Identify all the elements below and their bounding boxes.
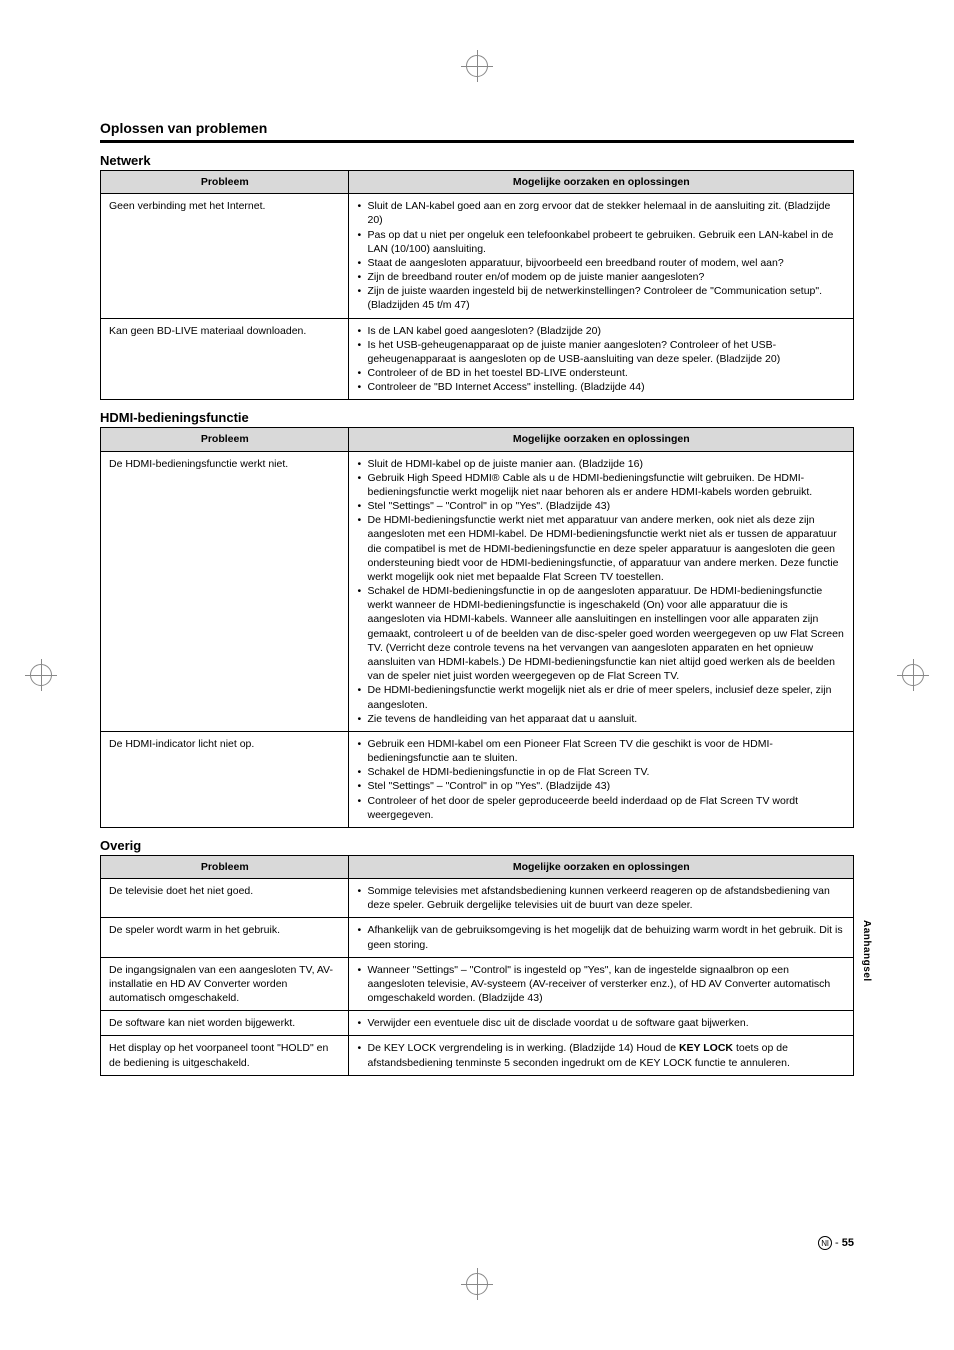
table-row: De speler wordt warm in het gebruik. Afh…	[101, 918, 854, 957]
crop-mark-top	[466, 55, 488, 77]
overig-heading: Overig	[100, 838, 854, 853]
problem-cell: De speler wordt warm in het gebruik.	[101, 918, 349, 957]
page-title: Oplossen van problemen	[100, 120, 854, 136]
solution-cell: Gebruik een HDMI-kabel om een Pioneer Fl…	[349, 731, 854, 827]
solution-cell: Sluit de LAN-kabel goed aan en zorg ervo…	[349, 194, 854, 318]
table-row: Het display op het voorpaneel toont "HOL…	[101, 1036, 854, 1075]
problem-cell: Het display op het voorpaneel toont "HOL…	[101, 1036, 349, 1075]
problem-cell: De ingangsignalen van een aangesloten TV…	[101, 957, 349, 1011]
problem-cell: De HDMI-bedieningsfunctie werkt niet.	[101, 451, 349, 731]
crop-mark-right	[902, 664, 924, 686]
solution-cell: Afhankelijk van de gebruiksomgeving is h…	[349, 918, 854, 957]
col-header-solution: Mogelijke oorzaken en oplossingen	[349, 855, 854, 878]
hdmi-heading: HDMI-bedieningsfunctie	[100, 410, 854, 425]
solution-cell: Verwijder een eventuele disc uit de disc…	[349, 1011, 854, 1036]
col-header-problem: Probleem	[101, 855, 349, 878]
netwerk-heading: Netwerk	[100, 153, 854, 168]
col-header-solution: Mogelijke oorzaken en oplossingen	[349, 428, 854, 451]
netwerk-table: Probleem Mogelijke oorzaken en oplossing…	[100, 170, 854, 400]
problem-cell: Kan geen BD-LIVE materiaal downloaden.	[101, 318, 349, 400]
solution-cell: Sommige televisies met afstandsbediening…	[349, 879, 854, 918]
table-row: De ingangsignalen van een aangesloten TV…	[101, 957, 854, 1011]
col-header-problem: Probleem	[101, 171, 349, 194]
table-row: De HDMI-indicator licht niet op. Gebruik…	[101, 731, 854, 827]
crop-mark-bottom	[466, 1273, 488, 1295]
table-row: Geen verbinding met het Internet. Sluit …	[101, 194, 854, 318]
page-number: Nl - 55	[818, 1236, 854, 1250]
problem-cell: Geen verbinding met het Internet.	[101, 194, 349, 318]
problem-cell: De HDMI-indicator licht niet op.	[101, 731, 349, 827]
problem-cell: De software kan niet worden bijgewerkt.	[101, 1011, 349, 1036]
table-row: Kan geen BD-LIVE materiaal downloaden. I…	[101, 318, 854, 400]
crop-mark-left	[30, 664, 52, 686]
lang-mark-icon: Nl	[818, 1236, 832, 1250]
col-header-solution: Mogelijke oorzaken en oplossingen	[349, 171, 854, 194]
solution-cell: Sluit de HDMI-kabel op de juiste manier …	[349, 451, 854, 731]
hdmi-table: Probleem Mogelijke oorzaken en oplossing…	[100, 427, 854, 827]
overig-table: Probleem Mogelijke oorzaken en oplossing…	[100, 855, 854, 1076]
side-tab: Aanhangsel	[861, 920, 872, 982]
table-row: De software kan niet worden bijgewerkt. …	[101, 1011, 854, 1036]
solution-cell: De KEY LOCK vergrendeling is in werking.…	[349, 1036, 854, 1075]
heavy-rule	[100, 140, 854, 143]
problem-cell: De televisie doet het niet goed.	[101, 879, 349, 918]
solution-cell: Is de LAN kabel goed aangesloten? (Bladz…	[349, 318, 854, 400]
table-row: De televisie doet het niet goed. Sommige…	[101, 879, 854, 918]
table-row: De HDMI-bedieningsfunctie werkt niet. Sl…	[101, 451, 854, 731]
solution-cell: Wanneer "Settings" – "Control" is ingest…	[349, 957, 854, 1011]
col-header-problem: Probleem	[101, 428, 349, 451]
